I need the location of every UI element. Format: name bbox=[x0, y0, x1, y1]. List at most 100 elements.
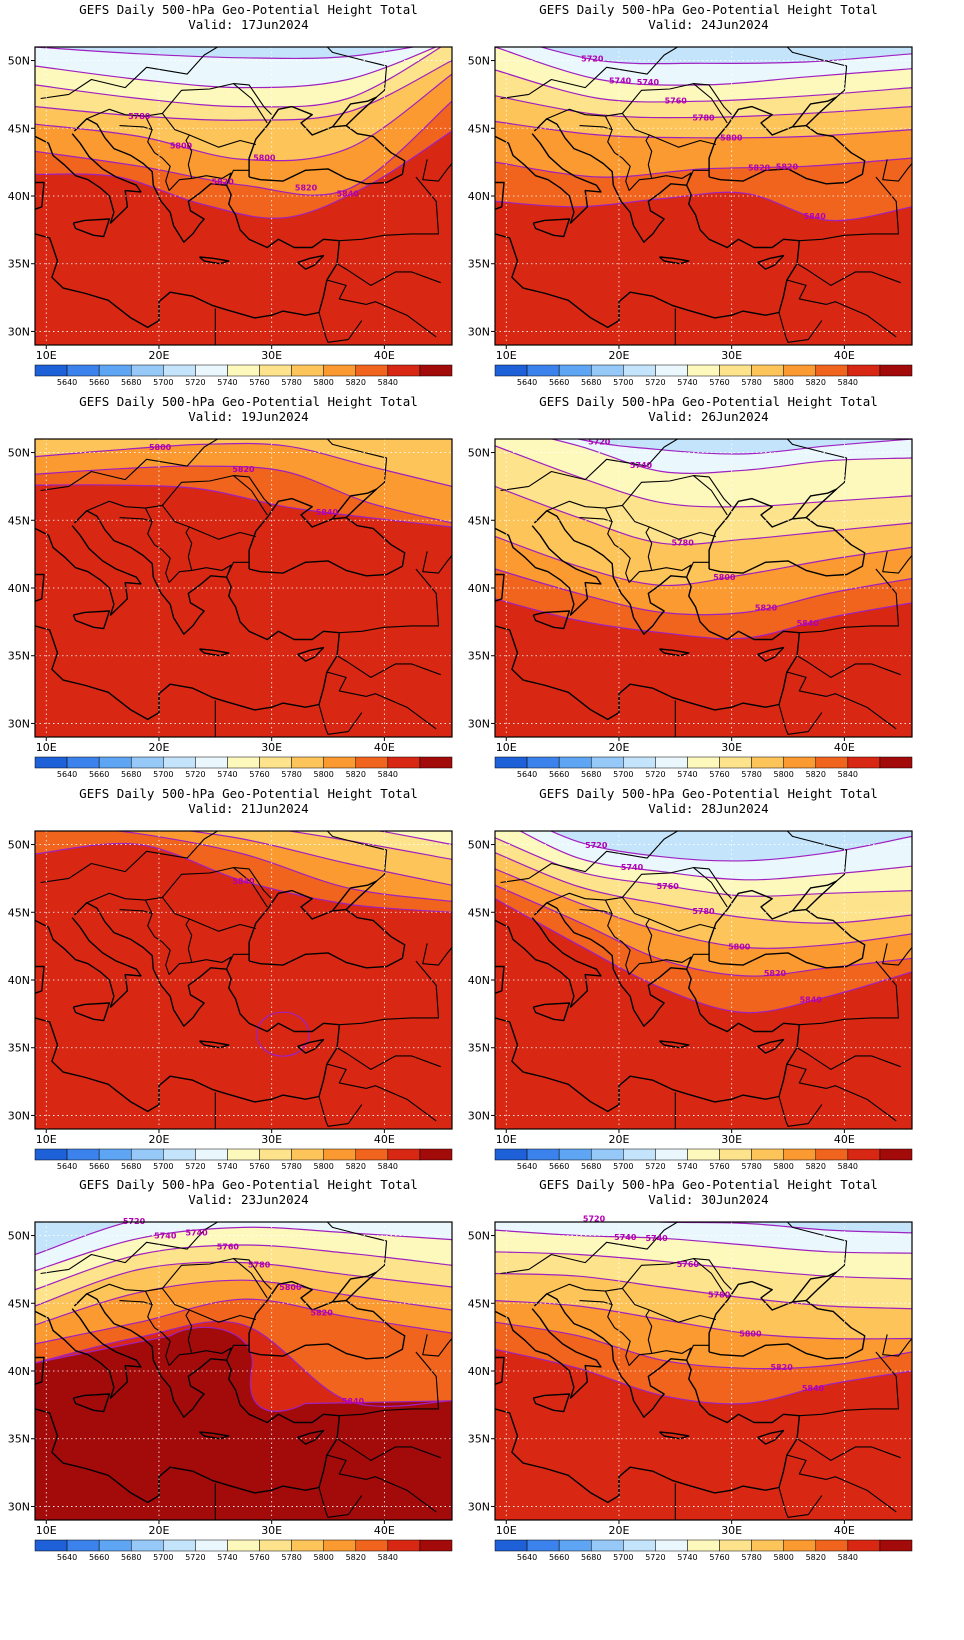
colorbar-label: 5840 bbox=[378, 1553, 398, 1562]
x-tick-label: 40E bbox=[834, 1524, 855, 1537]
colorbar: 5640 5660 5680 5700 5720 5740 5760 5780 5800 5820… bbox=[494, 756, 913, 779]
colorbar-label: 5780 bbox=[741, 1162, 761, 1171]
colorbar-label: 5780 bbox=[741, 378, 761, 387]
colorbar-label: 5820 bbox=[806, 1162, 826, 1171]
panel-valid-date: Valid: 26Jun2024 bbox=[648, 409, 768, 424]
coastline bbox=[72, 1393, 111, 1413]
border-line bbox=[786, 1454, 897, 1513]
coastline bbox=[495, 1356, 505, 1386]
coastline bbox=[248, 1280, 406, 1360]
colorbar-label: 5760 bbox=[249, 1162, 269, 1171]
colorbar-label: 5820 bbox=[806, 1553, 826, 1562]
coastline bbox=[72, 218, 111, 238]
border-line bbox=[40, 47, 219, 100]
colorbar-label: 5660 bbox=[549, 1162, 569, 1171]
contour-line bbox=[539, 47, 912, 65]
colorbar-swatch bbox=[719, 1148, 752, 1161]
colorbar-label: 5800 bbox=[774, 770, 794, 779]
map-panel-30Jun2024: GEFS Daily 500-hPa Geo-Potential Height … bbox=[468, 1177, 913, 1562]
colorbar-label: 5760 bbox=[709, 1162, 729, 1171]
colorbar-swatch bbox=[783, 756, 817, 769]
colorbar-swatch bbox=[623, 756, 656, 769]
colorbar-swatch bbox=[227, 1148, 260, 1161]
colorbar-label: 5840 bbox=[378, 770, 398, 779]
colorbar-label: 5840 bbox=[838, 1162, 858, 1171]
colorbar-label: 5800 bbox=[314, 1162, 334, 1171]
border-line bbox=[326, 671, 437, 730]
colorbar-label: 5680 bbox=[581, 770, 601, 779]
contour-label: 5840 bbox=[800, 996, 823, 1005]
coastline bbox=[72, 1002, 111, 1022]
x-tick-label: 20E bbox=[148, 1133, 169, 1146]
colorbar-label: 5700 bbox=[153, 770, 173, 779]
x-tick-label: 30E bbox=[721, 1524, 742, 1537]
y-tick-label: 45N bbox=[8, 906, 30, 919]
border-line bbox=[628, 1347, 692, 1366]
contour-line bbox=[35, 47, 438, 89]
border-line bbox=[40, 1222, 219, 1275]
colorbar-swatch bbox=[291, 1148, 324, 1161]
colorbar-label: 5640 bbox=[57, 1553, 77, 1562]
contour-line bbox=[495, 598, 912, 640]
colorbar-label: 5640 bbox=[517, 1162, 537, 1171]
coastline bbox=[495, 1308, 602, 1399]
border-line bbox=[168, 956, 232, 975]
colorbar-swatch bbox=[687, 1148, 720, 1161]
height-band bbox=[495, 1349, 912, 1520]
border-line bbox=[185, 918, 257, 963]
y-tick-label: 50N bbox=[468, 1230, 490, 1243]
colorbar-swatch bbox=[687, 756, 720, 769]
colorbar-label: 5740 bbox=[217, 1553, 237, 1562]
border-line bbox=[786, 671, 897, 730]
contour-line bbox=[495, 868, 912, 949]
map-area bbox=[495, 831, 912, 1129]
coastline bbox=[297, 1429, 325, 1445]
contour-label: 5720 bbox=[583, 1215, 606, 1224]
border-line bbox=[604, 899, 631, 975]
colorbar-label: 5680 bbox=[121, 1162, 141, 1171]
contour-line bbox=[35, 465, 452, 524]
contour-line bbox=[549, 439, 912, 474]
border-line bbox=[579, 517, 613, 523]
y-tick-label: 30N bbox=[8, 1500, 30, 1513]
colorbar-label: 5800 bbox=[774, 378, 794, 387]
contour-label: 5740 bbox=[185, 1228, 208, 1237]
colorbar-swatch bbox=[815, 1539, 849, 1552]
x-tick-label: 40E bbox=[834, 741, 855, 754]
colorbar-label: 5760 bbox=[249, 1553, 269, 1562]
contour-label: 5720 bbox=[581, 55, 604, 64]
border-line bbox=[796, 655, 901, 678]
colorbar-swatch bbox=[259, 1539, 292, 1552]
coastline bbox=[248, 889, 406, 969]
contour-line bbox=[495, 1251, 912, 1280]
y-tick-label: 35N bbox=[468, 1433, 490, 1446]
colorbar-swatch bbox=[751, 1539, 784, 1552]
colorbar-swatch bbox=[259, 364, 292, 377]
contour-line bbox=[35, 442, 452, 487]
contour-line bbox=[35, 59, 452, 121]
y-tick-label: 35N bbox=[8, 650, 30, 663]
colorbar-label: 5760 bbox=[709, 378, 729, 387]
colorbar-label: 5700 bbox=[153, 378, 173, 387]
contour-line bbox=[495, 445, 912, 508]
panel-valid-date: Valid: 23Jun2024 bbox=[188, 1192, 308, 1207]
colorbar-label: 5720 bbox=[645, 378, 665, 387]
colorbar-swatch bbox=[494, 756, 528, 769]
contour-label: 5760 bbox=[657, 882, 680, 891]
coastline bbox=[297, 646, 325, 662]
coastline bbox=[72, 610, 111, 630]
border-line bbox=[185, 1309, 257, 1354]
border-line bbox=[144, 899, 171, 975]
y-tick-label: 40N bbox=[8, 1365, 30, 1378]
contour-label: 5780 bbox=[692, 907, 715, 916]
coastline bbox=[532, 1393, 571, 1413]
colorbar-label: 5760 bbox=[249, 378, 269, 387]
contour-label: 5780 bbox=[708, 1290, 731, 1299]
x-tick-label: 30E bbox=[261, 349, 282, 362]
colorbar-swatch bbox=[590, 1148, 624, 1161]
colorbar-swatch bbox=[526, 756, 560, 769]
panel-title: GEFS Daily 500-hPa Geo-Potential Height … bbox=[79, 1177, 418, 1192]
colorbar-swatch bbox=[387, 1539, 421, 1552]
colorbar-swatch bbox=[419, 364, 453, 377]
map-panel-19Jun2024: GEFS Daily 500-hPa Geo-Potential Height … bbox=[8, 394, 453, 779]
